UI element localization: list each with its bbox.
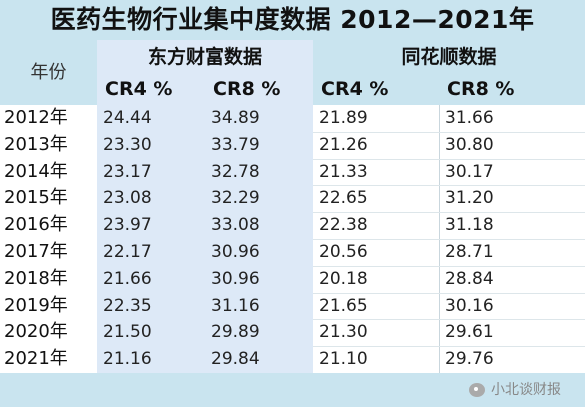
watermark: 小北谈财报 bbox=[469, 373, 561, 407]
tonghuashun-cr4-cell: 21.10 bbox=[319, 349, 368, 370]
eastmoney-column-band bbox=[97, 40, 313, 373]
eastmoney-cr4-cell: 22.35 bbox=[103, 295, 152, 316]
tonghuashun-cr8-cell: 30.80 bbox=[445, 134, 494, 155]
year-cell: 2012年 bbox=[4, 107, 68, 128]
eastmoney-group-header: 东方财富数据 bbox=[147, 46, 262, 68]
tonghuashun-cr8-cell: 31.66 bbox=[445, 108, 494, 128]
year-cell: 2018年 bbox=[4, 267, 68, 289]
row-divider bbox=[313, 212, 585, 214]
year-cell: 2019年 bbox=[4, 294, 68, 316]
eastmoney-cr4-header: CR4 % bbox=[105, 78, 173, 100]
tonghuashun-cr4-cell: 21.33 bbox=[319, 161, 368, 182]
eastmoney-cr4-cell: 21.50 bbox=[103, 322, 152, 343]
tonghuashun-cr4-cell: 21.65 bbox=[319, 295, 368, 316]
year-column bbox=[0, 105, 97, 373]
tonghuashun-group-header: 同花顺数据 bbox=[313, 42, 585, 72]
tonghuashun-cr4-cell: 20.56 bbox=[319, 242, 368, 262]
year-cell: 2016年 bbox=[4, 214, 68, 236]
row-divider bbox=[313, 265, 585, 267]
tonghuashun-cr4-header: CR4 % bbox=[313, 74, 439, 104]
eastmoney-cr4-cell: 23.17 bbox=[103, 161, 152, 182]
eastmoney-cr8-cell: 31.16 bbox=[211, 295, 260, 316]
eastmoney-cr8-cell: 30.96 bbox=[211, 268, 260, 289]
footer-band bbox=[0, 373, 585, 407]
eastmoney-cr8-cell: 33.79 bbox=[211, 134, 260, 155]
eastmoney-cr8-cell: 32.29 bbox=[211, 188, 260, 209]
wechat-icon bbox=[469, 383, 485, 397]
table-title: 医药生物行业集中度数据 2012—2021年 bbox=[0, 0, 585, 40]
eastmoney-cr8-cell: 34.89 bbox=[211, 108, 260, 128]
year-cell: 2013年 bbox=[4, 133, 68, 155]
tonghuashun-cr8-cell: 29.76 bbox=[445, 349, 494, 370]
year-header: 年份 bbox=[0, 40, 97, 105]
tonghuashun-cr8-cell: 29.61 bbox=[445, 322, 494, 343]
eastmoney-cr8-cell: 32.78 bbox=[211, 161, 260, 182]
row-divider bbox=[313, 319, 585, 321]
eastmoney-cr8-cell: 33.08 bbox=[211, 215, 260, 236]
eastmoney-cr8-cell: 29.84 bbox=[211, 349, 260, 370]
year-cell: 2020年 bbox=[4, 321, 68, 343]
watermark-text: 小北谈财报 bbox=[491, 382, 561, 398]
tonghuashun-cr8-cell: 31.20 bbox=[445, 188, 494, 209]
tonghuashun-cr8-cell: 30.17 bbox=[445, 161, 494, 182]
eastmoney-cr4-cell: 23.97 bbox=[103, 215, 152, 236]
tonghuashun-cr4-cell: 20.18 bbox=[319, 268, 368, 289]
tonghuashun-cr4-cell: 21.89 bbox=[319, 108, 368, 128]
tonghuashun-cr4-cell: 22.38 bbox=[319, 215, 368, 236]
eastmoney-cr8-header: CR8 % bbox=[213, 78, 281, 100]
year-cell: 2015年 bbox=[4, 187, 68, 209]
tonghuashun-cr4-cell: 21.26 bbox=[319, 134, 368, 155]
eastmoney-cr8-cell: 30.96 bbox=[211, 242, 260, 262]
eastmoney-cr4-cell: 21.16 bbox=[103, 349, 152, 370]
tonghuashun-cr4-cell: 21.30 bbox=[319, 322, 368, 343]
year-cell: 2021年 bbox=[4, 348, 68, 370]
eastmoney-cr4-cell: 21.66 bbox=[103, 268, 152, 289]
eastmoney-cr4-cell: 23.08 bbox=[103, 188, 152, 209]
row-divider bbox=[313, 239, 585, 240]
tonghuashun-cr8-cell: 31.18 bbox=[445, 215, 494, 236]
year-cell: 2017年 bbox=[4, 241, 68, 262]
eastmoney-cr8-cell: 29.89 bbox=[211, 322, 260, 343]
tonghuashun-cr8-cell: 28.71 bbox=[445, 242, 494, 262]
tonghuashun-cr8-cell: 30.16 bbox=[445, 295, 494, 316]
eastmoney-cr4-cell: 24.44 bbox=[103, 108, 152, 128]
row-divider bbox=[313, 292, 585, 294]
tonghuashun-cr8-cell: 28.84 bbox=[445, 268, 494, 289]
row-divider bbox=[313, 131, 585, 133]
tonghuashun-cr8-header: CR8 % bbox=[439, 74, 585, 104]
row-divider bbox=[313, 346, 585, 348]
row-divider bbox=[313, 158, 585, 160]
row-divider bbox=[313, 185, 585, 187]
tonghuashun-cr4-cell: 22.65 bbox=[319, 188, 368, 209]
year-cell: 2014年 bbox=[4, 160, 68, 182]
eastmoney-cr4-cell: 22.17 bbox=[103, 242, 152, 262]
eastmoney-cr4-cell: 23.30 bbox=[103, 134, 152, 155]
